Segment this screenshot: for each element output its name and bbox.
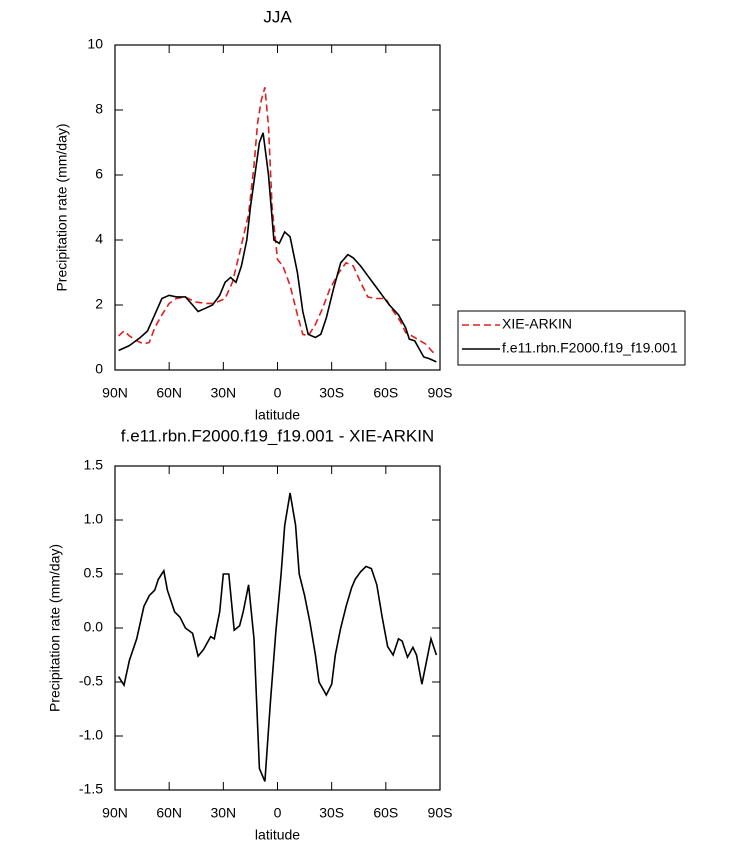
y-tick-label: -0.5 [79,673,103,689]
y-tick-label: 2 [95,296,103,312]
legend-box [457,310,686,366]
y-axis-label: Precipitation rate (mm/day) [47,544,63,712]
x-tick-label: 30N [210,805,236,821]
x-axis-label: latitude [255,407,300,423]
data-line [117,492,438,782]
x-tick-label: 60N [156,385,182,401]
x-tick-label: 60S [373,385,398,401]
y-tick-label: 10 [87,36,103,52]
x-tick-label: 90S [428,385,453,401]
y-tick-label: 4 [95,231,103,247]
legend-label: XIE-ARKIN [502,316,572,332]
chart-title: JJA [263,7,292,26]
y-tick-label: 1.0 [84,511,104,527]
x-tick-label: 30S [319,805,344,821]
x-tick-label: 90N [102,805,128,821]
data-line [118,132,437,363]
plot-frame [114,44,441,371]
y-tick-label: 0 [95,361,103,377]
x-tick-label: 60N [156,805,182,821]
x-tick-label: 0 [274,385,282,401]
chart-title: f.e11.rbn.F2000.f19_f19.001 - XIE-ARKIN [121,426,434,445]
data-line [118,87,437,355]
y-tick-label: 0.0 [84,619,104,635]
legend-label: f.e11.rbn.F2000.f19_f19.001 [502,340,678,356]
y-axis-label: Precipitation rate (mm/day) [54,123,70,291]
x-axis-label: latitude [255,827,300,843]
plot-frame [114,465,441,791]
x-tick-label: 90N [102,385,128,401]
y-tick-label: 0.5 [84,565,104,581]
x-tick-label: 30S [319,385,344,401]
y-tick-label: 1.5 [84,457,104,473]
x-tick-label: 0 [274,805,282,821]
y-tick-label: 8 [95,101,103,117]
y-tick-label: 6 [95,166,103,182]
x-tick-label: 90S [428,805,453,821]
y-tick-label: -1.0 [79,727,103,743]
y-tick-label: -1.5 [79,781,103,797]
x-tick-label: 60S [373,805,398,821]
x-tick-label: 30N [210,385,236,401]
